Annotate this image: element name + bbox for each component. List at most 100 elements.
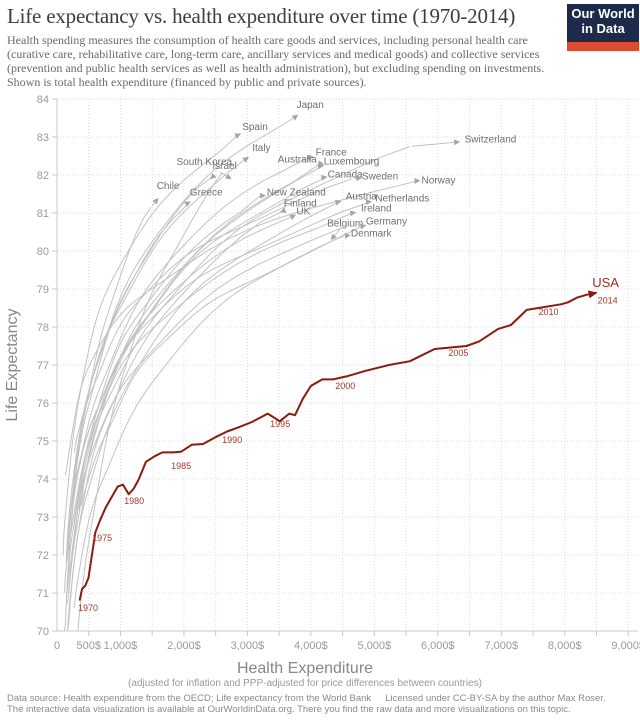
country-label-chile: Chile	[157, 181, 180, 192]
country-label-germany: Germany	[366, 217, 407, 228]
leader-arrow	[289, 214, 297, 221]
y-tick-label: 74	[37, 474, 49, 486]
y-tick-label: 80	[37, 246, 49, 258]
y-tick-label: 79	[37, 284, 49, 296]
country-line-spain	[62, 134, 239, 556]
x-axis-title: Health Expenditure	[237, 660, 373, 677]
x-tick-label: 6,000$	[421, 640, 455, 652]
country-label-norway: Norway	[422, 175, 456, 186]
leader-arrow	[259, 192, 266, 199]
owid-logo: Our World in Data	[567, 4, 639, 51]
country-label-austria: Austria	[346, 191, 378, 202]
leader-arrow	[307, 155, 314, 161]
country-line-germany	[73, 225, 362, 609]
y-tick-label: 77	[37, 360, 49, 372]
country-label-france: France	[316, 148, 348, 159]
x-tick-label: 500$	[76, 640, 100, 652]
footer-line2: The interactive data visualization is av…	[7, 703, 635, 716]
y-tick-label: 70	[37, 626, 49, 638]
country-line-sweden	[73, 178, 353, 453]
country-label-sweden: Sweden	[362, 172, 398, 183]
country-line-netherlands	[72, 201, 372, 495]
leader-arrow	[411, 139, 461, 147]
y-axis-title: Life Expectancy	[4, 309, 21, 422]
country-line-switzerland	[78, 146, 411, 510]
x-tick-label: 8,000$	[548, 640, 582, 652]
country-label-netherlands: Netherlands	[375, 193, 429, 204]
country-label-australia: Australia	[278, 155, 317, 166]
y-tick-label: 76	[37, 398, 49, 410]
chart-subtitle: Health spending measures the consumption…	[7, 33, 545, 89]
country-labels: Japan Spain Italy Switzerland South KoreaIsr…	[151, 100, 517, 241]
country-lines	[62, 117, 419, 632]
country-line-greece	[66, 201, 191, 559]
x-tick-label: 7,000$	[484, 640, 518, 652]
country-label-south-korea: South Korea	[176, 157, 232, 168]
owid-logo-line1: Our World	[571, 6, 635, 21]
country-label-finland: Finland	[284, 199, 317, 210]
leader-arrow	[317, 163, 324, 170]
country-line-norway	[64, 180, 419, 476]
y-tick-label: 78	[37, 322, 49, 334]
leader-arrow	[330, 226, 343, 241]
country-line-belgium	[65, 227, 341, 597]
country-line-italy	[66, 157, 248, 552]
country-line-finland	[66, 210, 284, 632]
x-tick-label: 0	[54, 640, 60, 652]
usa-year-label-2005: 2005	[448, 348, 468, 358]
leader-arrow	[349, 210, 357, 217]
country-label-ireland: Ireland	[361, 204, 392, 215]
leader-arrow	[365, 199, 372, 206]
country-label-belgium: Belgium	[327, 218, 363, 229]
y-tick-label: 75	[37, 436, 49, 448]
owid-link[interactable]: OurWorldinData.org	[207, 703, 292, 715]
usa-year-label-2010: 2010	[538, 307, 558, 317]
country-label-greece: Greece	[190, 188, 223, 199]
leader-arrow	[210, 172, 217, 180]
usa-series: 1970 1975 1980 1985 1990 1995 2000 2005 2010 2014…	[78, 275, 619, 613]
usa-line	[78, 290, 598, 601]
y-tick-label: 83	[37, 132, 49, 144]
country-label-israel: Israel	[212, 161, 236, 172]
usa-year-label-1970: 1970	[78, 603, 98, 613]
leader-arrow	[184, 201, 191, 208]
x-tick-label: 4,000$	[294, 640, 328, 652]
x-tick-label: 3,000$	[231, 640, 265, 652]
country-line-chile	[64, 207, 152, 632]
owid-logo-line2: in Data	[581, 21, 625, 36]
y-tick-label: 72	[37, 550, 49, 562]
tick-labels: 70 71 72 73 74 75 76 77 78 79 80 81 82 83 84 0 500$ 1,000…	[37, 94, 640, 652]
x-tick-label: 5,000$	[358, 640, 392, 652]
country-label-italy: Italy	[252, 143, 270, 154]
country-line-uk	[65, 216, 292, 563]
leader-arrow	[334, 199, 342, 206]
y-tick-label: 73	[37, 512, 49, 524]
chart-canvas: 70 71 72 73 74 75 76 77 78 79 80 81 82 83 84 0 500$ 1,000…	[4, 94, 640, 689]
data-source-text: Data source: Health expenditure from the…	[7, 693, 372, 704]
leader-arrow	[344, 232, 351, 239]
usa-year-label-1985: 1985	[171, 461, 191, 471]
x-tick-label: 1,000$	[104, 640, 138, 652]
y-tick-label: 84	[37, 94, 49, 106]
leader-arrow	[279, 207, 287, 213]
leader-arrow	[354, 175, 363, 182]
usa-year-label-2014: 2014	[598, 295, 618, 305]
leader-arrow	[242, 156, 249, 163]
x-tick-label: 9,000$	[611, 640, 640, 652]
country-line-canada	[73, 176, 327, 529]
country-label-new-zealand: New Zealand	[267, 188, 326, 199]
footer-line2-pre: The interactive data visualization is av…	[7, 703, 208, 715]
country-line-denmark	[80, 235, 345, 506]
country-label-denmark: Denmark	[351, 229, 393, 240]
footer-line2-post: . There you find the raw data and more v…	[291, 703, 571, 715]
leader-arrow	[220, 171, 232, 180]
country-label-uk: UK	[296, 207, 310, 218]
leader-arrow	[320, 174, 328, 181]
usa-year-label-1980: 1980	[124, 496, 144, 506]
x-axis-note: (adjusted for inflation and PPP-adjusted…	[128, 678, 482, 689]
leader-arrow	[291, 114, 299, 121]
country-label-switzerland: Switzerland	[465, 134, 517, 145]
country-line-austria	[67, 201, 340, 632]
page-title: Life expectancy vs. health expenditure o…	[7, 4, 516, 28]
country-label-japan: Japan	[297, 100, 324, 111]
